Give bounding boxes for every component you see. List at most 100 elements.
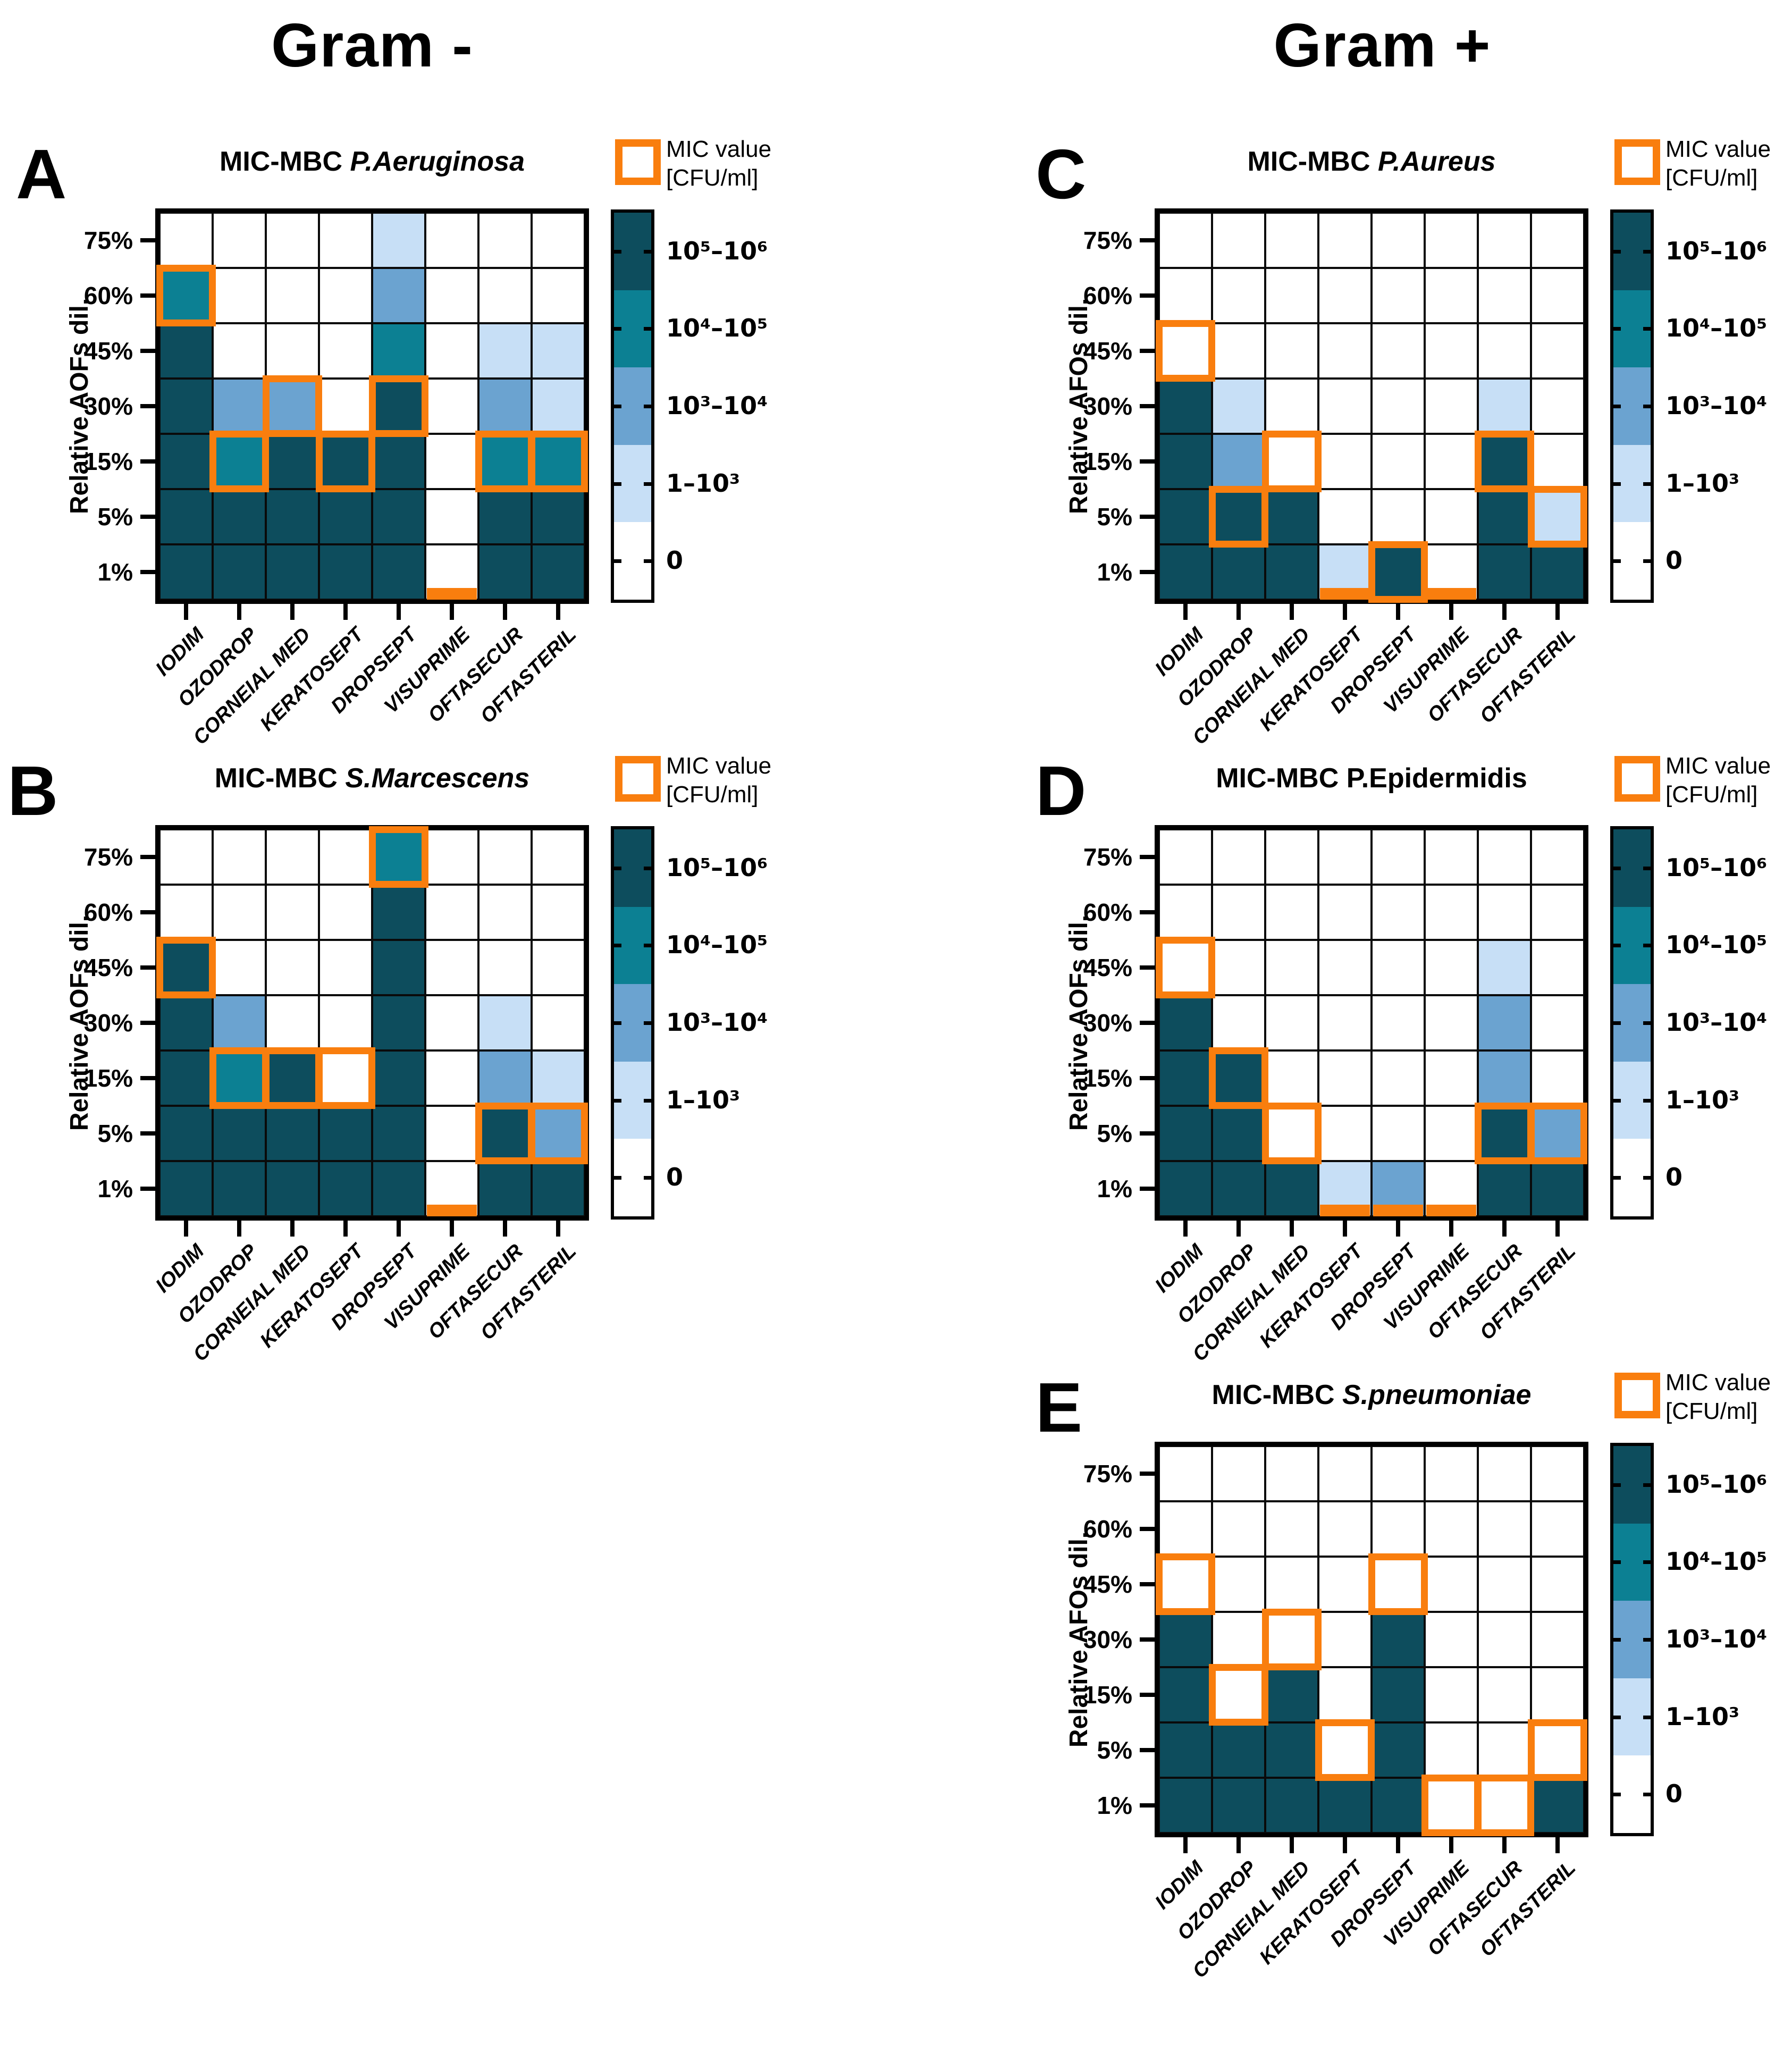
mic-value-box — [1262, 431, 1322, 492]
chart-title-prefix: MIC-MBC — [1212, 1380, 1343, 1410]
heatmap-cell — [1478, 489, 1531, 544]
heatmap-cell — [213, 489, 266, 544]
heatmap-cell — [1531, 323, 1584, 379]
mic-value-box — [1475, 1103, 1534, 1164]
heatmap-cell — [1212, 1501, 1265, 1557]
heatmap-cell — [1265, 268, 1318, 323]
x-tick — [1236, 1837, 1241, 1853]
x-tick — [397, 604, 401, 620]
chart-title-prefix: MIC-MBC — [220, 146, 350, 177]
colorbar-tick — [614, 1021, 621, 1025]
heatmap-cell — [372, 489, 425, 544]
y-tick-label: 15% — [1083, 1681, 1132, 1709]
heatmap-cell — [1478, 1161, 1531, 1216]
heatmap-plot — [1155, 208, 1588, 604]
y-tick-label: 45% — [83, 954, 133, 981]
mic-value-box — [1156, 937, 1215, 998]
colorbar-tick — [614, 944, 621, 948]
heatmap-cell — [266, 213, 319, 268]
heatmap-cell — [425, 829, 478, 885]
colorbar-tick — [644, 559, 651, 564]
heatmap-cell — [266, 489, 319, 544]
mic-value-box — [475, 431, 535, 492]
colorbar-tick — [1613, 1483, 1621, 1487]
mic-value-box — [1528, 1719, 1587, 1781]
colorbar-tick — [614, 249, 621, 254]
heatmap-cell — [1531, 1557, 1584, 1612]
heatmap-cell — [1318, 1446, 1372, 1501]
colorbar-tick — [1643, 1021, 1651, 1025]
mic-value-box — [475, 1103, 535, 1164]
colorbar-label: 10⁴–10⁵ — [1665, 1547, 1768, 1576]
y-tick-label: 60% — [1083, 898, 1132, 926]
y-tick-label: 1% — [1097, 1792, 1132, 1819]
heatmap-cell — [1372, 1667, 1425, 1722]
heatmap-cell — [159, 323, 213, 379]
heatmap-cell — [1159, 489, 1212, 544]
colorbar — [611, 826, 654, 1220]
heatmap-cell — [1318, 1667, 1372, 1722]
colorbar-tick — [614, 405, 621, 408]
heatmap-cell — [425, 1050, 478, 1106]
heatmap-cell — [478, 323, 532, 379]
y-tick — [140, 570, 155, 574]
heatmap-cell — [1265, 1722, 1318, 1778]
y-tick-label: 60% — [1083, 1515, 1132, 1543]
heatmap-cell — [1159, 1722, 1212, 1778]
heatmap-cell — [1425, 1667, 1478, 1722]
colorbar-tick — [644, 327, 651, 331]
colorbar-tick — [1613, 1021, 1621, 1025]
mic-legend-line2: [CFU/ml] — [666, 164, 759, 191]
heatmap-cell — [266, 885, 319, 940]
gram-negative-header: Gram - — [271, 11, 473, 80]
colorbar-tick — [644, 482, 651, 486]
mic-value-box — [316, 1047, 375, 1109]
x-tick — [503, 1221, 507, 1237]
colorbar-label: 0 — [1665, 1163, 1683, 1192]
mic-legend-line2: [CFU/ml] — [1665, 1398, 1758, 1424]
heatmap-cell — [1265, 940, 1318, 995]
heatmap-cell — [1212, 1612, 1265, 1667]
heatmap-cell — [1531, 213, 1584, 268]
heatmap-cell — [372, 434, 425, 489]
heatmap-cell — [1159, 213, 1212, 268]
y-tick — [1140, 515, 1155, 519]
heatmap-cell — [213, 379, 266, 434]
mic-value-box — [209, 1047, 269, 1109]
y-tick — [140, 349, 155, 353]
heatmap-cell — [1212, 213, 1265, 268]
mic-legend-line2: [CFU/ml] — [1665, 781, 1758, 808]
heatmap-cell — [1531, 1722, 1584, 1778]
mic-value-box — [1262, 1103, 1322, 1164]
heatmap-cell — [1372, 1612, 1425, 1667]
heatmap-cell — [1318, 489, 1372, 544]
heatmap-cell — [1318, 434, 1372, 489]
y-tick — [140, 1076, 155, 1080]
heatmap-cell — [1159, 434, 1212, 489]
heatmap-cell — [1318, 1557, 1372, 1612]
heatmap-cell — [425, 489, 478, 544]
y-tick — [1140, 293, 1155, 298]
colorbar-tick — [1643, 944, 1651, 948]
heatmap-cell — [1478, 544, 1531, 600]
heatmap-cell — [266, 940, 319, 995]
y-tick-label: 60% — [1083, 282, 1132, 309]
heatmap-cell — [1425, 1446, 1478, 1501]
mic-value-box — [1262, 1609, 1322, 1670]
panel-letter-b: B — [7, 752, 58, 830]
colorbar-label: 0 — [1665, 546, 1683, 575]
y-tick — [140, 404, 155, 408]
heatmap-cell — [1318, 1612, 1372, 1667]
heatmap-cell — [1531, 379, 1584, 434]
mic-value-box — [316, 431, 375, 492]
heatmap-cell — [1372, 829, 1425, 885]
colorbar-tick — [644, 866, 651, 870]
heatmap-cell — [425, 434, 478, 489]
x-tick — [1290, 1837, 1294, 1853]
chart-title-species: P.Aeruginosa — [350, 146, 525, 177]
heatmap-cell — [266, 434, 319, 489]
panel-letter-d: D — [1036, 752, 1087, 830]
colorbar-tick — [644, 1098, 651, 1103]
heatmap-cell — [532, 213, 585, 268]
heatmap-cell — [1212, 940, 1265, 995]
